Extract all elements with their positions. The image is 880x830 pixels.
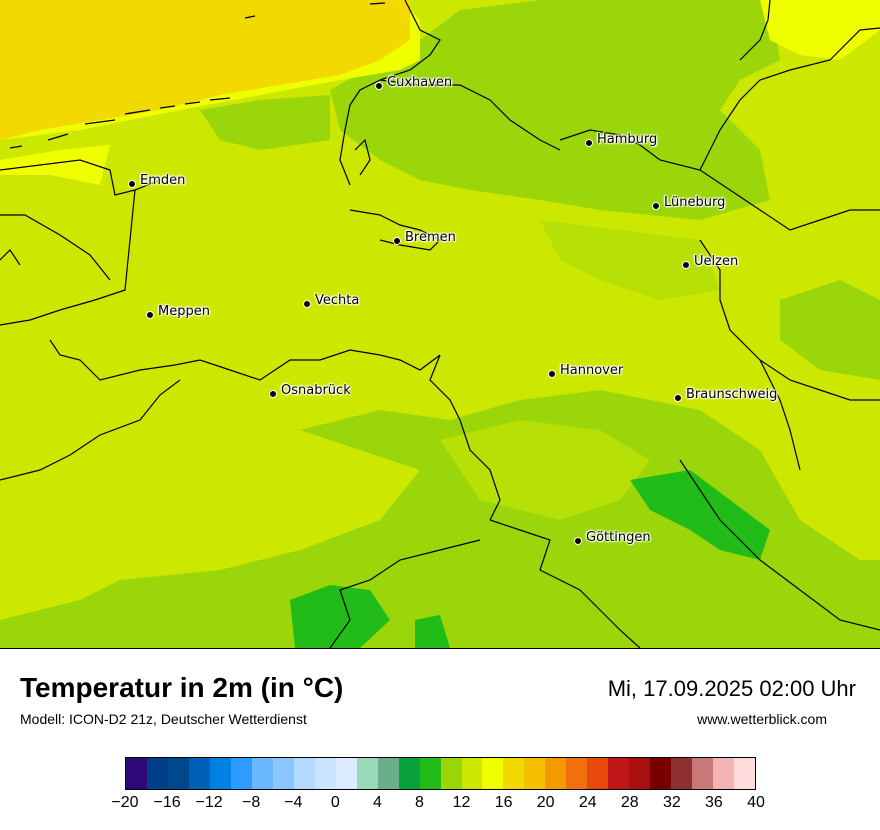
- color-scale-swatch: [335, 758, 357, 789]
- color-scale-swatch: [545, 758, 567, 789]
- color-scale-swatch: [293, 758, 315, 789]
- city-marker: [574, 537, 582, 545]
- city-label: Braunschweig: [686, 387, 778, 402]
- color-scale-tick-label: 0: [330, 794, 340, 811]
- color-scale-swatch: [587, 758, 609, 789]
- city-marker: [269, 390, 277, 398]
- color-scale-swatch: [713, 758, 735, 789]
- color-scale-swatch: [146, 758, 168, 789]
- color-scale-swatch: [188, 758, 210, 789]
- color-scale-tick-label: −20: [111, 794, 139, 811]
- color-scale-swatch: [356, 758, 378, 789]
- city-marker: [674, 394, 682, 402]
- color-scale-swatch: [608, 758, 630, 789]
- color-scale-swatch: [209, 758, 231, 789]
- model-info: Modell: ICON-D2 21z, Deutscher Wetterdie…: [20, 711, 307, 727]
- color-scale-swatch: [167, 758, 189, 789]
- color-scale-swatch: [524, 758, 546, 789]
- map-canvas: [0, 0, 880, 648]
- city-label: Cuxhaven: [387, 75, 453, 90]
- city-label: Hannover: [560, 363, 624, 378]
- color-scale-swatch: [734, 758, 756, 789]
- color-scale: [125, 757, 756, 790]
- city-marker: [375, 82, 383, 90]
- color-scale-swatch: [482, 758, 504, 789]
- color-scale-tick-label: −4: [284, 794, 303, 811]
- city-marker: [682, 261, 690, 269]
- city-label: Osnabrück: [281, 383, 351, 398]
- color-scale-ticks: −20 −16 −12 −8 −4 0 4 8 12 16 20 24 28 32 36 40: [0, 794, 880, 818]
- color-scale-swatch: [230, 758, 252, 789]
- color-scale-swatch: [566, 758, 588, 789]
- color-scale-swatch: [314, 758, 336, 789]
- city-marker: [585, 139, 593, 147]
- chart-title: Temperatur in 2m (in °C): [20, 672, 344, 703]
- color-scale-swatch: [126, 758, 147, 789]
- color-scale-swatch: [419, 758, 441, 789]
- color-scale-swatch: [671, 758, 693, 789]
- color-scale-swatch: [377, 758, 399, 789]
- color-scale-tick-label: −12: [195, 794, 223, 811]
- color-scale-tick-label: 40: [747, 794, 765, 811]
- color-scale-tick-label: −16: [153, 794, 181, 811]
- color-scale-swatch: [398, 758, 420, 789]
- color-scale-swatch: [692, 758, 714, 789]
- city-label: Bremen: [405, 230, 456, 245]
- forecast-datetime: Mi, 17.09.2025 02:00 Uhr: [607, 676, 856, 701]
- color-scale-swatch: [650, 758, 672, 789]
- color-scale-tick-label: 16: [494, 794, 513, 811]
- color-scale-swatch: [440, 758, 462, 789]
- color-scale-swatch: [629, 758, 651, 789]
- city-marker: [146, 311, 154, 319]
- color-scale-tick-label: 20: [536, 794, 555, 811]
- city-marker: [128, 180, 136, 188]
- city-label: Uelzen: [694, 254, 739, 269]
- color-scale-tick-label: 28: [620, 794, 639, 811]
- website-link[interactable]: www.wetterblick.com: [697, 711, 827, 727]
- city-label: Vechta: [315, 293, 360, 308]
- color-scale-swatch: [251, 758, 273, 789]
- color-scale-tick-label: 32: [662, 794, 681, 811]
- city-label: Lüneburg: [664, 195, 726, 210]
- color-scale-swatch: [461, 758, 483, 789]
- city-label: Hamburg: [597, 132, 658, 147]
- temperature-map: Cuxhaven Hamburg Emden Lüneburg Bremen Uelzen…: [0, 0, 880, 649]
- color-scale-tick-label: 24: [578, 794, 597, 811]
- city-marker: [548, 370, 556, 378]
- color-scale-tick-label: −8: [242, 794, 261, 811]
- color-scale-tick-label: 8: [415, 794, 424, 811]
- city-label: Göttingen: [586, 530, 651, 545]
- city-marker: [393, 237, 401, 245]
- color-scale-tick-label: 12: [452, 794, 471, 811]
- city-marker: [303, 300, 311, 308]
- city-marker: [652, 202, 660, 210]
- color-scale-swatch: [272, 758, 294, 789]
- city-label: Emden: [140, 173, 186, 188]
- city-label: Meppen: [158, 304, 210, 319]
- color-scale-tick-label: 36: [705, 794, 723, 811]
- color-scale-tick-label: 4: [372, 794, 382, 811]
- color-scale-swatch: [503, 758, 525, 789]
